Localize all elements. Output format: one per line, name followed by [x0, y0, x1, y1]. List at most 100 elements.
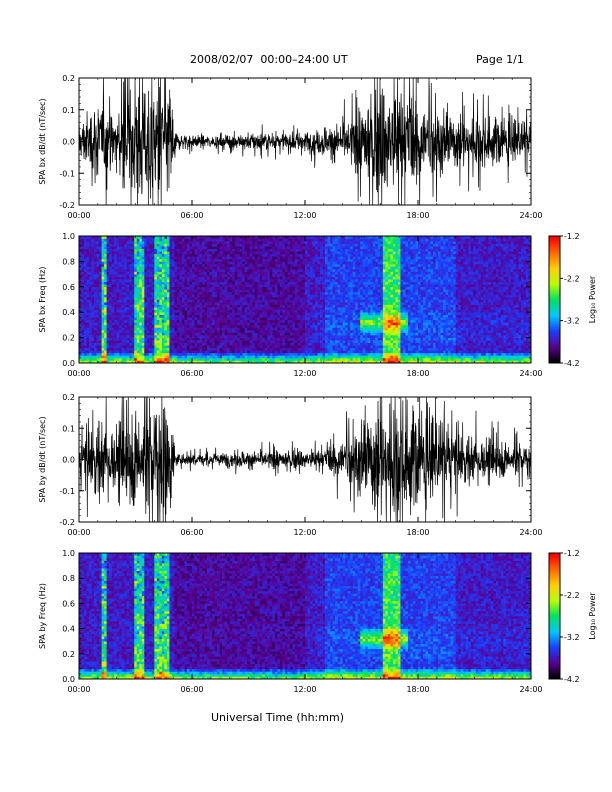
- heatmap-cell: [184, 312, 188, 316]
- heatmap-cell: [229, 246, 233, 249]
- heatmap-cell: [219, 281, 223, 285]
- heatmap-cell: [124, 347, 128, 351]
- heatmap-cell: [81, 263, 85, 267]
- heatmap-cell: [224, 307, 228, 310]
- heatmap-cell: [161, 263, 165, 267]
- heatmap-cell: [222, 347, 225, 351]
- heatmap-cell: [164, 294, 168, 298]
- heatmap-cell: [136, 294, 140, 298]
- heatmap-cell: [297, 350, 301, 354]
- heatmap-cell: [109, 294, 112, 298]
- heatmap-cell: [307, 299, 311, 303]
- heatmap-cell: [272, 360, 276, 364]
- heatmap-cell: [217, 312, 220, 316]
- heatmap-cell: [169, 352, 173, 356]
- heatmap-cell: [99, 248, 102, 252]
- heatmap-cell: [227, 312, 230, 316]
- heatmap-cell: [104, 340, 107, 343]
- heatmap-cell: [217, 238, 220, 242]
- heatmap-cell: [237, 248, 241, 252]
- heatmap-cell: [299, 317, 303, 321]
- heatmap-cell: [164, 347, 168, 351]
- heatmap-cell: [169, 337, 173, 341]
- heatmap-cell: [315, 304, 318, 308]
- heatmap-cell: [89, 236, 92, 239]
- heatmap-cell: [262, 335, 266, 338]
- heatmap-cell: [257, 274, 261, 277]
- heatmap-cell: [176, 352, 180, 356]
- heatmap-cell: [297, 347, 301, 351]
- heatmap-cell: [116, 274, 120, 277]
- heatmap-cell: [209, 347, 213, 351]
- heatmap-cell: [247, 355, 251, 359]
- heatmap-cell: [310, 304, 313, 308]
- heatmap-cell: [96, 302, 100, 305]
- heatmap-cell: [194, 335, 198, 338]
- heatmap-cell: [305, 261, 308, 265]
- heatmap-cell: [277, 329, 281, 333]
- heatmap-cell: [312, 324, 316, 328]
- heatmap-cell: [114, 256, 117, 260]
- heatmap-cell: [269, 317, 273, 321]
- heatmap-cell: [224, 355, 228, 359]
- heatmap-cell: [217, 286, 220, 290]
- heatmap-cell: [101, 236, 105, 239]
- heatmap-cell: [151, 253, 155, 257]
- heatmap-cell: [109, 302, 112, 305]
- heatmap-cell: [154, 350, 158, 354]
- heatmap-cell: [139, 304, 143, 308]
- heatmap-cell: [320, 276, 323, 280]
- heatmap-cell: [274, 284, 278, 288]
- heatmap-cell: [176, 337, 180, 341]
- heatmap-cell: [124, 299, 128, 303]
- heatmap-cell: [317, 271, 321, 275]
- heatmap-cell: [305, 256, 308, 260]
- heatmap-cell: [134, 307, 138, 310]
- heatmap-cell: [86, 304, 90, 308]
- heatmap-cell: [91, 281, 95, 285]
- heatmap-cell: [310, 296, 313, 300]
- heatmap-cell: [184, 302, 188, 305]
- heatmap-cell: [99, 345, 102, 349]
- heatmap-cell: [214, 352, 218, 356]
- heatmap-cell: [237, 317, 241, 321]
- heatmap-cell: [104, 304, 107, 308]
- heatmap-cell: [96, 294, 100, 298]
- heatmap-cell: [189, 279, 193, 283]
- heatmap-cell: [159, 312, 163, 316]
- heatmap-cell: [114, 274, 117, 277]
- heatmap-cell: [222, 304, 225, 308]
- heatmap-cell: [199, 296, 203, 300]
- heatmap-cell: [282, 309, 286, 313]
- heatmap-cell: [242, 253, 246, 257]
- heatmap-cell: [176, 253, 180, 257]
- heatmap-cell: [164, 357, 168, 361]
- heatmap-cell: [272, 327, 276, 331]
- heatmap-cell: [166, 335, 170, 338]
- heatmap-cell: [131, 261, 135, 265]
- heatmap-cell: [139, 261, 143, 265]
- heatmap-cell: [234, 340, 238, 343]
- heatmap-cell: [141, 345, 145, 349]
- heatmap-cell: [199, 279, 203, 283]
- heatmap-cell: [287, 312, 291, 316]
- heatmap-cell: [234, 352, 238, 356]
- heatmap-cell: [109, 309, 112, 313]
- heatmap-cell: [214, 314, 218, 318]
- heatmap-cell: [272, 299, 276, 303]
- heatmap-cell: [299, 296, 303, 300]
- heatmap-cell: [264, 248, 268, 252]
- heatmap-cell: [242, 238, 246, 242]
- heatmap-cell: [174, 294, 178, 298]
- heatmap-cell: [284, 342, 288, 346]
- heatmap-cell: [269, 261, 273, 265]
- heatmap-cell: [204, 342, 208, 346]
- heatmap-cell: [116, 309, 120, 313]
- heatmap-cell: [89, 279, 92, 283]
- heatmap-cell: [269, 263, 273, 267]
- heatmap-cell: [217, 332, 220, 336]
- heatmap-cell: [161, 352, 165, 356]
- heatmap-cell: [249, 236, 253, 239]
- heatmap-cell: [189, 329, 193, 333]
- heatmap-cell: [219, 279, 223, 283]
